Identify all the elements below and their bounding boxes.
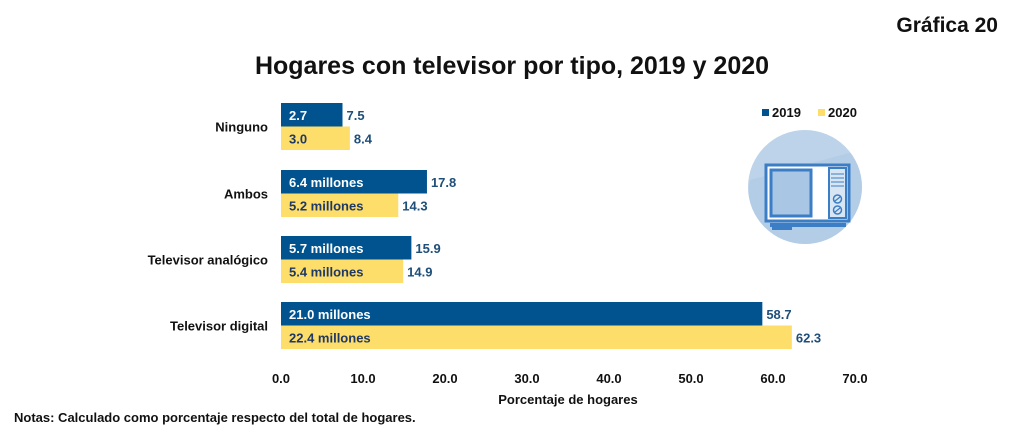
bar-2019 [281, 103, 343, 127]
legend-swatch-2019 [762, 109, 769, 116]
bar-2020 [281, 259, 404, 283]
bar-2019 [281, 302, 763, 326]
bar-value-label: 14.3 [402, 198, 427, 213]
x-tick-label: 0.0 [272, 371, 290, 386]
category-label: Televisor analógico [148, 253, 268, 268]
bar-value-label: 17.8 [431, 175, 456, 190]
bar-value-label: 7.5 [347, 108, 365, 123]
category-label: Ambos [224, 187, 268, 202]
chart-title: Hogares con televisor por tipo, 2019 y 2… [254, 52, 770, 80]
bar-value-label: 62.3 [796, 330, 821, 345]
x-tick-label: 10.0 [350, 371, 375, 386]
bar-inner-label: 5.2 millones [289, 198, 363, 213]
legend-swatch-2020 [818, 109, 825, 116]
x-tick-label: 50.0 [678, 371, 703, 386]
x-tick-label: 20.0 [432, 371, 457, 386]
bar-inner-label: 22.4 millones [289, 330, 371, 345]
bar-2020 [281, 325, 792, 349]
bar-2019 [281, 236, 412, 260]
bar-inner-label: 6.4 millones [289, 175, 363, 190]
category-label: Televisor digital [170, 319, 268, 334]
bar-value-label: 14.9 [407, 264, 432, 279]
bar-2019 [281, 170, 427, 194]
x-axis-label: Porcentaje de hogares [498, 392, 637, 407]
bar-2020 [281, 126, 350, 150]
legend-label-2020: 2020 [828, 105, 857, 120]
bar-value-label: 15.9 [415, 241, 440, 256]
legend: 2019 2020 [762, 105, 857, 120]
x-tick-label: 60.0 [760, 371, 785, 386]
legend-label-2019: 2019 [772, 105, 801, 120]
figure-label: Gráfica 20 [896, 14, 998, 37]
bar-inner-label: 5.7 millones [289, 241, 363, 256]
bar-2020 [281, 193, 399, 217]
x-tick-label: 70.0 [842, 371, 867, 386]
bar-value-label: 58.7 [766, 307, 791, 322]
x-tick-label: 30.0 [514, 371, 539, 386]
bar-inner-label: 21.0 millones [289, 307, 371, 322]
bar-inner-label: 5.4 millones [289, 264, 363, 279]
chart-notes: Notas: Calculado como porcentaje respect… [14, 410, 416, 425]
bar-inner-label: 2.7 [289, 108, 307, 123]
bar-inner-label: 3.0 [289, 131, 307, 146]
television-icon [748, 130, 862, 244]
category-label: Ninguno [215, 120, 268, 135]
x-tick-label: 40.0 [596, 371, 621, 386]
bar-value-label: 8.4 [354, 131, 373, 146]
